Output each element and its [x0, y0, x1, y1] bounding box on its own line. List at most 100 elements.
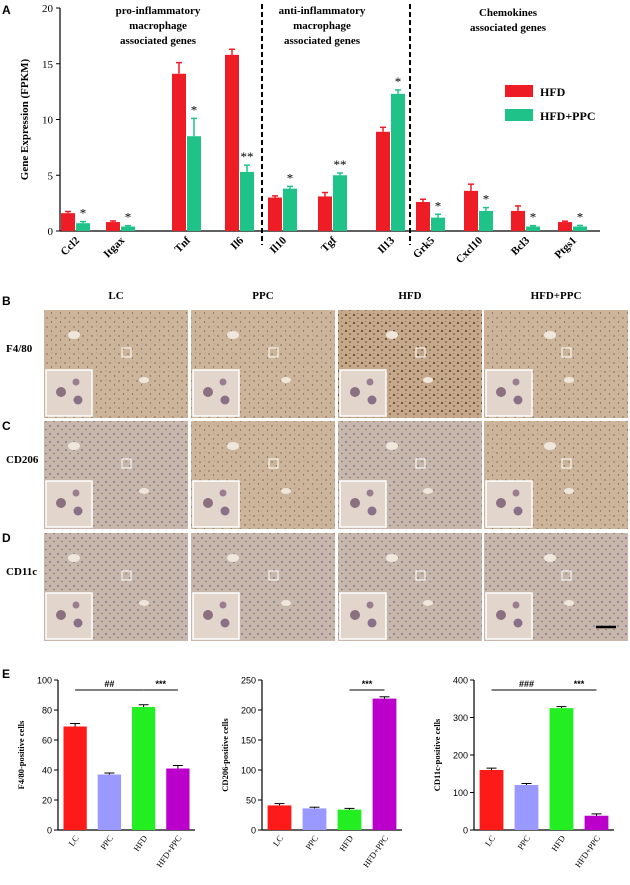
significance-label: * — [80, 206, 87, 221]
y-tick-label: 60 — [42, 736, 52, 746]
vessel — [544, 554, 556, 562]
cell — [220, 395, 230, 405]
y-tick-label: 200 — [241, 706, 256, 716]
bar — [268, 197, 282, 231]
significance-label: * — [395, 74, 402, 89]
bar — [97, 774, 122, 830]
zoom-inset — [339, 592, 387, 640]
bar — [526, 226, 540, 231]
zoom-marker — [561, 347, 572, 358]
y-tick-label: 10 — [42, 115, 54, 127]
y-tick-label: 80 — [42, 706, 52, 716]
significance-label: * — [125, 210, 132, 225]
y-tick-label: 0 — [48, 226, 54, 238]
significance-label: ** — [241, 149, 254, 164]
vessel — [544, 442, 556, 450]
bar — [431, 217, 445, 231]
vessel — [386, 331, 398, 339]
y-axis-label: F4/80-positive cells — [16, 720, 26, 789]
x-tick-label: Ptgs1 — [552, 235, 579, 262]
vessel — [139, 377, 149, 383]
group-label-line: associated genes — [284, 35, 361, 47]
x-tick-label: Grk5 — [411, 234, 438, 261]
legend-label: HFD+PPC — [540, 109, 596, 123]
zoom-marker — [415, 570, 426, 581]
zoom-inset — [45, 592, 93, 640]
significance-label: ## — [104, 679, 114, 689]
micro-row-label: CD206 — [6, 454, 39, 466]
x-tick-label: Il10 — [268, 234, 290, 256]
cell — [203, 610, 213, 620]
significance-label: * — [483, 192, 490, 207]
micro-row-label: F4/80 — [6, 343, 33, 355]
zoom-marker — [561, 570, 572, 581]
panel-label-b: B — [2, 294, 11, 308]
y-tick-label: 250 — [241, 676, 256, 686]
bar — [549, 708, 574, 830]
vessel — [281, 488, 291, 494]
cell — [220, 506, 230, 516]
chart-a: 0 5 10 15 20 Gene Expression (FPKM) * Ccl2 * Itga… — [19, 3, 600, 266]
x-tick-label: Cxcl10 — [454, 234, 486, 266]
y-axis-label: CD11c-positive cells — [432, 718, 442, 791]
x-tick-label: HFD — [549, 833, 567, 853]
y-tick-label: 400 — [453, 676, 468, 686]
bar — [240, 171, 254, 231]
zoom-marker — [121, 570, 132, 581]
y-tick-label: 40 — [42, 766, 52, 776]
micro-column-label: PPC — [252, 290, 273, 302]
zoom-inset — [485, 592, 533, 640]
vessel — [544, 331, 556, 339]
vessel — [68, 331, 80, 339]
zoom-marker — [268, 347, 279, 358]
x-tick-label: LC — [271, 833, 286, 848]
cell — [512, 378, 520, 386]
zoom-marker — [415, 458, 426, 469]
zoom-inset — [45, 480, 93, 528]
cell — [72, 601, 80, 609]
zoom-inset — [192, 592, 240, 640]
x-tick-label: Tgf — [319, 234, 339, 254]
bar — [318, 196, 332, 231]
vessel — [423, 377, 433, 383]
vessel — [423, 488, 433, 494]
group-label-line: anti-inflammatory — [279, 5, 366, 17]
cell — [73, 618, 83, 628]
cell — [203, 387, 213, 397]
zoom-inset — [192, 369, 240, 417]
group-label-line: macrophage — [293, 20, 351, 32]
significance-label: *** — [155, 679, 166, 689]
zoom-inset — [45, 369, 93, 417]
significance-label: * — [530, 210, 537, 225]
legend-label: HFD — [540, 85, 566, 99]
significance-label: * — [577, 209, 584, 224]
zoom-marker — [268, 458, 279, 469]
bar — [372, 698, 397, 830]
bar — [225, 54, 239, 231]
vessel — [423, 600, 433, 606]
bar — [573, 226, 587, 231]
zoom-inset — [485, 480, 533, 528]
significance-label: * — [191, 102, 198, 117]
y-tick-label: 300 — [453, 713, 468, 723]
vessel — [227, 331, 239, 339]
group-label-pro: pro-inflammatory macrophage associated gen… — [116, 5, 201, 47]
x-tick-label: PPC — [303, 833, 320, 851]
cell — [56, 387, 66, 397]
cell — [220, 618, 230, 628]
group-label-line: associated genes — [470, 22, 547, 34]
cell — [513, 395, 523, 405]
cell — [512, 489, 520, 497]
cell — [350, 610, 360, 620]
y-tick-label: 0 — [251, 826, 256, 836]
micro-column-label: LC — [108, 290, 123, 302]
vessel — [281, 600, 291, 606]
x-tick-label: HFD+PPC — [573, 833, 603, 869]
group-label-line: macrophage — [129, 20, 187, 32]
bar — [337, 809, 362, 830]
bar — [61, 213, 75, 231]
vessel — [139, 488, 149, 494]
bar — [479, 210, 493, 231]
